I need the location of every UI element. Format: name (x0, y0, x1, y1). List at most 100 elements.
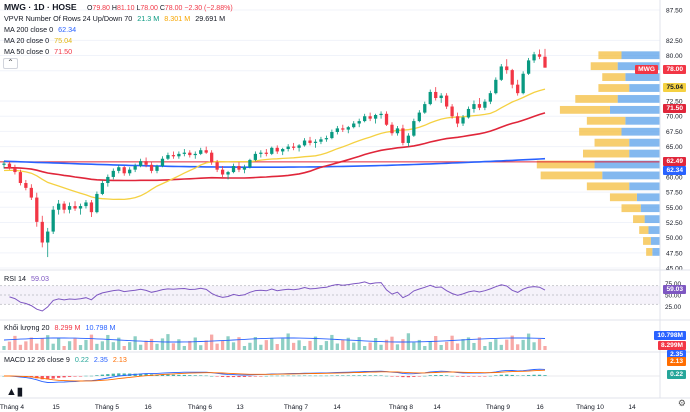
volume-bar (62, 346, 66, 350)
macd-histogram-bar (281, 375, 285, 377)
candle-down (543, 56, 547, 68)
volume-bar (133, 336, 137, 350)
settings-gear-icon[interactable]: ⚙ (677, 398, 686, 408)
vpvr-total-value: 29.691 M (195, 14, 226, 23)
rsi-value: 59.03 (30, 274, 49, 283)
volume-bar (488, 341, 492, 350)
price-axis-label-60: 60.00 (666, 174, 683, 181)
collapse-legend-button[interactable]: ⌃ (3, 58, 18, 69)
macd-histogram-bar (319, 375, 323, 377)
candle-down (215, 162, 219, 170)
macd-legend[interactable]: MACD 12 26 close 9 0.22 2.35 2.13 (4, 355, 127, 365)
candle-up (177, 153, 181, 157)
volume-bar (177, 339, 181, 350)
time-axis-label: Tháng 7 (284, 404, 309, 411)
candle-down (89, 202, 94, 213)
macd-histogram-bar (204, 375, 208, 377)
volume-bar (521, 339, 525, 350)
vpvr-up-bar (575, 95, 618, 103)
candle-up (521, 73, 525, 94)
candle-down (29, 187, 33, 198)
volume-bar (188, 340, 192, 350)
volume-bar (89, 334, 94, 350)
tradingview-logo[interactable]: ▲▮ (6, 386, 23, 398)
vpvr-up-value: 21.3 M (137, 14, 160, 23)
volume-bar (510, 335, 514, 350)
macd-histogram-bar (220, 376, 225, 377)
volume-bar (73, 338, 77, 350)
macd-histogram-bar (138, 373, 143, 376)
candle-down (341, 128, 345, 130)
symbol-title[interactable]: MWG · 1D · HOSE (4, 2, 77, 12)
volume-bar (95, 343, 99, 350)
price-axis-label: 80.00 (666, 53, 683, 60)
time-axis-label: 16 (536, 404, 544, 411)
candle-up (253, 153, 258, 160)
macd-histogram-bar (488, 375, 492, 377)
volume-bar (412, 342, 416, 350)
rsi-legend[interactable]: RSI 14 59.03 (4, 274, 49, 284)
volume-bar (543, 346, 547, 350)
candle-up (357, 121, 361, 124)
candle-up (117, 167, 121, 171)
rsi-line (9, 281, 546, 312)
grid-lines (0, 9, 660, 269)
volume-bar (379, 344, 383, 350)
symbol-legend[interactable]: MWG · 1D · HOSE O79.80 H81.10 L78.00 C78… (4, 2, 233, 14)
volume-pane (2, 333, 547, 350)
volume-bar (253, 337, 258, 350)
candle-down (35, 197, 39, 222)
candle-down (237, 166, 241, 170)
macd-histogram-bar (346, 375, 350, 376)
volume-bar (138, 344, 143, 350)
vpvr-legend[interactable]: VPVR Number Of Rows 24 Up/Down 70 21.3 M… (4, 14, 225, 24)
open-value: 79.80 (92, 5, 110, 12)
vpvr-up-bar (621, 204, 641, 213)
volume-bar (35, 343, 39, 350)
moving-averages (3, 88, 546, 201)
volume-bar (2, 346, 6, 350)
volume-legend[interactable]: Khối lượng 20 8.299 M 10.798 M (4, 323, 115, 333)
candlestick-series[interactable] (2, 48, 547, 258)
time-axis-label: Tháng 4 (0, 404, 24, 411)
macd-histogram-bar (444, 375, 449, 376)
candle-up (67, 206, 72, 210)
candle-up (335, 128, 339, 133)
volume-bar (363, 346, 367, 350)
macd-histogram-bar (357, 375, 361, 376)
ma50-legend[interactable]: MA 50 close 0 71.50 (4, 47, 72, 57)
macd-histogram-bar (434, 375, 438, 376)
volume-bar (450, 335, 454, 350)
volume-bar (51, 343, 55, 350)
macd-histogram-bar (95, 375, 99, 376)
ma20-legend[interactable]: MA 20 close 0 75.04 (4, 36, 72, 46)
candle-up (499, 66, 503, 80)
volume-bar (46, 335, 50, 350)
change-value: −2.30 (−2.88%) (184, 5, 233, 12)
macd-histogram-bar (51, 376, 55, 379)
macd-histogram-bar (106, 374, 110, 376)
macd-histogram-bar (270, 375, 274, 377)
candle-up (439, 95, 443, 99)
candle-down (40, 221, 44, 243)
volume-bar (368, 342, 372, 350)
volume-bar (330, 334, 334, 350)
macd-histogram-bar (297, 375, 301, 377)
macd-signal-tag: 2.13 (667, 357, 686, 366)
rsi-pane: 75.00 50.00 25.00 (0, 281, 681, 312)
volume-bar (220, 340, 225, 350)
vpvr-up-bar (540, 171, 603, 180)
candle-down (384, 113, 389, 125)
hline-tag: 62.49 (663, 157, 686, 166)
macd-histogram-bar (231, 376, 236, 378)
macd-histogram-bar (363, 375, 367, 376)
price-axis-label: 72.50 (666, 99, 683, 106)
macd-histogram-bar (423, 375, 427, 377)
candle-down (210, 152, 214, 163)
macd-histogram-bar (390, 376, 394, 377)
price-axis[interactable]: 87.5082.5080.0077.5072.5070.0067.5065.00… (662, 8, 688, 273)
time-axis[interactable]: Tháng 4 15 Tháng 5 16 Tháng 6 13 Tháng 7 14 Thán… (0, 404, 636, 411)
ma200-legend[interactable]: MA 200 close 0 62.34 (4, 25, 76, 35)
macd-histogram-bar (57, 376, 61, 378)
